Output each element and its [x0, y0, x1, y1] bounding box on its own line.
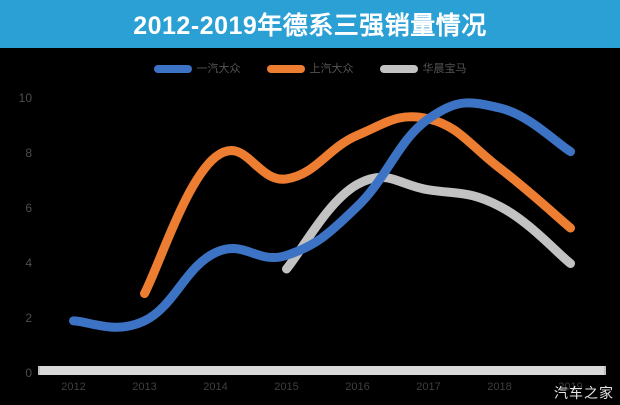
y-axis: 10 8 6 4 2 0 — [0, 84, 46, 384]
legend-item-2[interactable]: 华晨宝马 — [379, 62, 467, 75]
legend-swatch-gray-icon — [379, 65, 418, 73]
watermark: 汽车之家 — [554, 385, 614, 401]
axis-baseline-cap-left — [38, 366, 40, 375]
x-tick-2016: 2016 — [345, 381, 370, 393]
y-tick-8: 8 — [25, 146, 32, 160]
y-tick-4: 4 — [25, 256, 32, 270]
x-tick-2014: 2014 — [203, 381, 228, 393]
y-tick-6: 6 — [25, 201, 32, 215]
legend-swatch-blue-icon — [153, 65, 192, 73]
series-line-orange — [140, 112, 575, 299]
chart-legend: 一汽大众 上汽大众 华晨宝马 — [0, 59, 620, 79]
series-line-gray — [282, 172, 575, 274]
page-title: 2012-2019年德系三强销量情况 — [133, 12, 487, 40]
x-tick-2012: 2012 — [61, 381, 86, 393]
axis-baseline-cap-right — [604, 366, 606, 375]
x-tick-2017: 2017 — [416, 381, 441, 393]
legend-label-2: 华晨宝马 — [422, 62, 467, 75]
header-banner: 2012-2019年德系三强销量情况 — [0, 0, 620, 48]
x-tick-2019: 2019 — [558, 381, 583, 393]
axis-baseline — [38, 366, 606, 375]
legend-item-0[interactable]: 一汽大众 — [153, 62, 241, 75]
x-tick-2018: 2018 — [487, 381, 512, 393]
line-chart-svg — [69, 98, 575, 332]
legend-item-1[interactable]: 上汽大众 — [266, 62, 354, 75]
plot-area — [0, 84, 620, 384]
x-tick-2015: 2015 — [274, 381, 299, 393]
y-tick-10: 10 — [18, 91, 32, 105]
series-line-blue — [69, 98, 575, 332]
legend-label-1: 上汽大众 — [309, 62, 354, 75]
y-tick-0: 0 — [25, 366, 32, 380]
legend-swatch-orange-icon — [266, 65, 305, 73]
x-axis: 2012 2013 2014 2015 2016 2017 2018 2019 — [38, 382, 606, 402]
y-tick-2: 2 — [25, 311, 32, 325]
legend-label-0: 一汽大众 — [196, 62, 241, 75]
x-tick-2013: 2013 — [132, 381, 157, 393]
